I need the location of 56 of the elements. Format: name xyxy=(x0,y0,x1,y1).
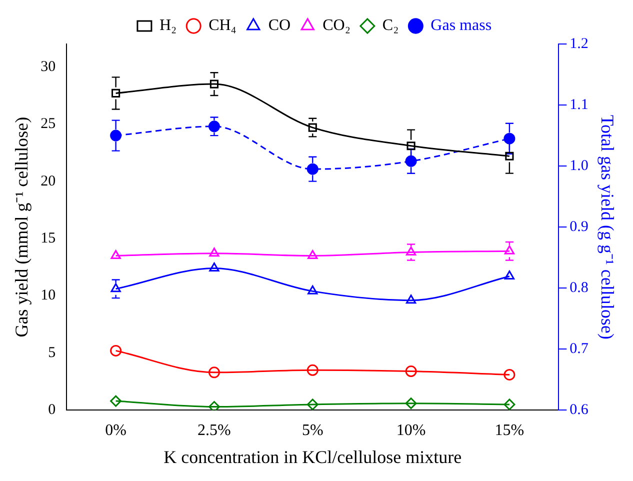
point xyxy=(209,248,220,257)
point xyxy=(406,294,416,304)
y2-tick-label: 0.8 xyxy=(570,280,588,296)
point xyxy=(504,368,516,380)
y-tick-label: 30 xyxy=(40,58,56,75)
y-axis-title: Gas yield (mmol g⁻¹ cellulose) xyxy=(12,116,32,338)
point xyxy=(306,364,318,376)
point xyxy=(210,80,218,88)
y2-axis-title: Total gas yield (g g⁻¹ cellulose) xyxy=(597,114,618,340)
point xyxy=(406,246,416,256)
y2-tick-label: 1.1 xyxy=(570,96,588,113)
point xyxy=(505,152,514,160)
x-tick-label: 10% xyxy=(396,422,426,440)
legend-label: Gas mass xyxy=(430,17,492,34)
y2-tick-label: 1.2 xyxy=(570,36,588,52)
x-axis-title: K concentration in KCl/cellulose mixture xyxy=(164,446,462,467)
x-tick-label: 5% xyxy=(302,422,324,440)
point xyxy=(306,398,318,410)
legend-label: H₂ xyxy=(159,17,177,34)
y-tick-label: 5 xyxy=(48,344,56,361)
y-tick-label: 20 xyxy=(40,173,56,190)
point xyxy=(208,401,220,410)
point xyxy=(208,120,220,132)
x-tick-label: 0% xyxy=(105,422,126,440)
point xyxy=(308,123,317,132)
point xyxy=(110,344,122,356)
point xyxy=(504,398,516,410)
point xyxy=(504,245,515,254)
point xyxy=(208,366,220,378)
point xyxy=(405,398,417,410)
point xyxy=(308,285,318,294)
y-tick-label: 25 xyxy=(40,116,56,132)
x-tick-label: 15% xyxy=(494,422,524,440)
point xyxy=(110,395,122,407)
x-tick-label: 2.5% xyxy=(198,422,231,440)
point xyxy=(209,262,220,272)
legend-label: CO xyxy=(268,17,291,34)
point xyxy=(112,88,120,98)
point xyxy=(308,250,318,259)
point xyxy=(110,283,121,292)
point xyxy=(405,366,417,378)
legend-label: CO₂ xyxy=(322,17,350,34)
legend-label: CH₄ xyxy=(208,17,237,34)
point xyxy=(504,132,516,144)
legend-label: C₂ xyxy=(382,17,399,34)
y2-tick-label: 0.6 xyxy=(570,402,589,418)
point xyxy=(504,270,515,280)
point xyxy=(110,130,122,142)
y2-tick-label: 0.9 xyxy=(570,219,588,236)
y2-tick-label: 0.7 xyxy=(570,341,589,358)
point xyxy=(110,250,121,259)
y-tick-label: 15 xyxy=(40,230,56,246)
point xyxy=(306,163,318,175)
y2-tick-label: 1.0 xyxy=(570,158,588,174)
y-tick-label: 0 xyxy=(48,402,56,418)
y-tick-label: 10 xyxy=(40,288,56,304)
